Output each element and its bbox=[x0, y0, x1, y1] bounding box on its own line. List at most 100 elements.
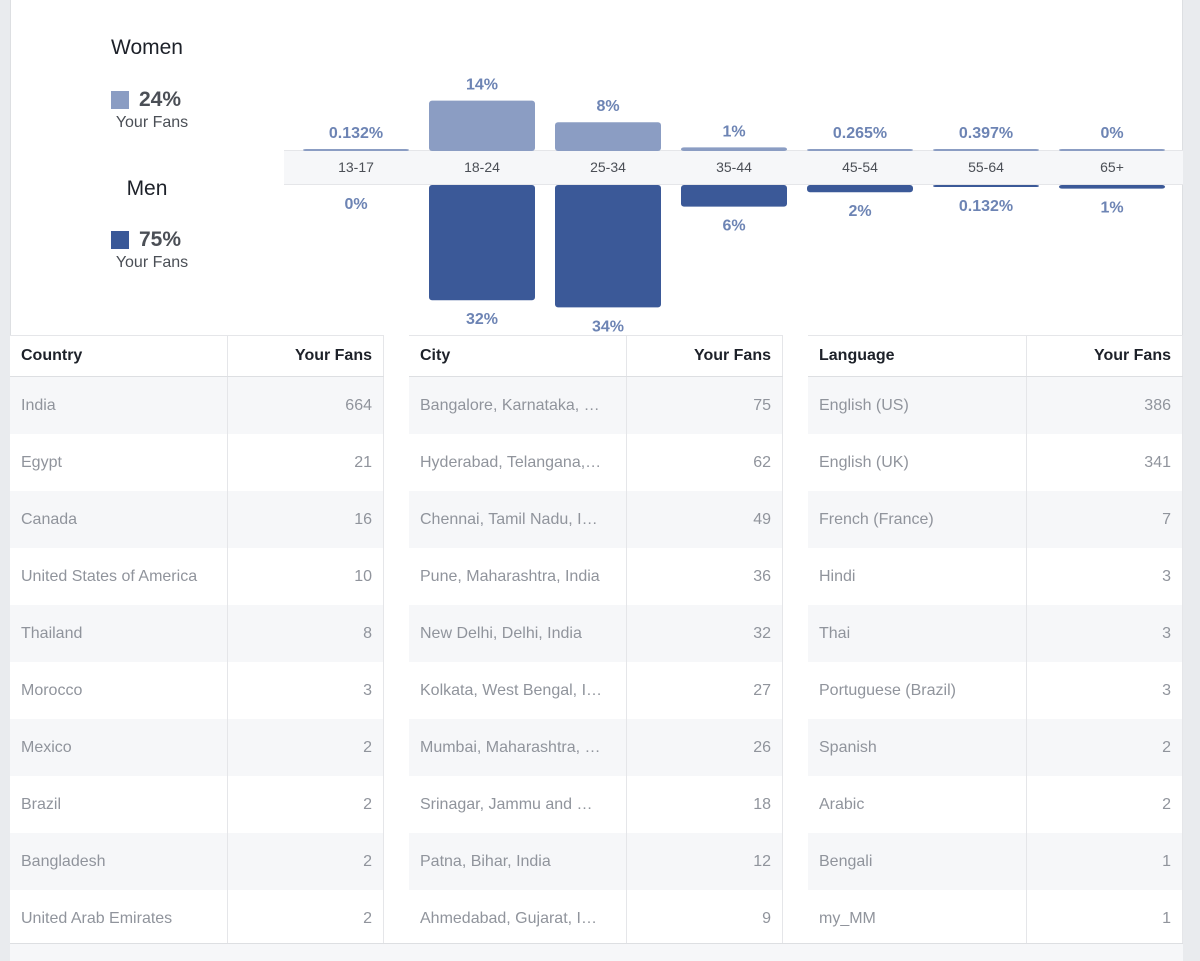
language-name-cell: Arabic bbox=[808, 776, 1027, 833]
country-name-cell: Morocco bbox=[10, 662, 228, 719]
women-bar-label: 0% bbox=[1100, 125, 1123, 142]
language-fans-cell: 3 bbox=[1026, 548, 1183, 605]
men-bar-label: 0% bbox=[344, 196, 367, 213]
men-bar bbox=[933, 185, 1039, 187]
table-row: India 664 bbox=[10, 376, 384, 434]
country-name-cell: Thailand bbox=[10, 605, 228, 662]
legend-women-swatch bbox=[111, 91, 129, 109]
country-fans-cell: 16 bbox=[227, 491, 384, 548]
women-bar-label: 0.265% bbox=[833, 125, 887, 142]
legend-men-swatch bbox=[111, 231, 129, 249]
table-row: Morocco 3 bbox=[10, 662, 384, 719]
women-bar bbox=[555, 122, 661, 151]
table-row: Bengali 1 bbox=[808, 833, 1183, 890]
table-row: Bangalore, Karnataka, … 75 bbox=[409, 376, 783, 434]
city-name-cell: Srinagar, Jammu and … bbox=[409, 776, 627, 833]
country-fans-cell: 8 bbox=[227, 605, 384, 662]
city-fans-cell: 36 bbox=[626, 548, 783, 605]
language-name-cell: English (US) bbox=[808, 376, 1027, 434]
table-row: United States of America 10 bbox=[10, 548, 384, 605]
women-bar-label: 8% bbox=[596, 98, 619, 115]
city-fans-cell: 32 bbox=[626, 605, 783, 662]
language-fans-cell: 1 bbox=[1026, 890, 1183, 948]
table-row: Brazil 2 bbox=[10, 776, 384, 833]
city-fans-cell: 62 bbox=[626, 434, 783, 491]
language-name-cell: my_MM bbox=[808, 890, 1027, 948]
city-name-cell: Patna, Bihar, India bbox=[409, 833, 627, 890]
age-axis-band bbox=[284, 150, 1183, 185]
men-bar-label: 6% bbox=[722, 218, 745, 235]
table-row: English (US) 386 bbox=[808, 376, 1183, 434]
table-row: Pune, Maharashtra, India 36 bbox=[409, 548, 783, 605]
women-bar-label: 1% bbox=[722, 123, 745, 140]
city-name-cell: Kolkata, West Bengal, I… bbox=[409, 662, 627, 719]
city-name-cell: Hyderabad, Telangana,… bbox=[409, 434, 627, 491]
country-name-cell: Bangladesh bbox=[10, 833, 228, 890]
table-row: Egypt 21 bbox=[10, 434, 384, 491]
city-name-cell: Bangalore, Karnataka, … bbox=[409, 376, 627, 434]
legend-women-title: Women bbox=[111, 36, 183, 59]
women-bar bbox=[807, 149, 913, 151]
city-fans-cell: 9 bbox=[626, 890, 783, 948]
men-bar-label: 2% bbox=[848, 203, 871, 220]
city-fans-cell: 12 bbox=[626, 833, 783, 890]
language-fans-cell: 3 bbox=[1026, 662, 1183, 719]
table-header-row: City Your Fans bbox=[409, 335, 783, 377]
country-table: Country Your Fans India 664 Egypt 21 Canada 1… bbox=[10, 335, 384, 948]
city-fans-column-header[interactable]: Your Fans bbox=[626, 335, 783, 377]
country-fans-cell: 2 bbox=[227, 776, 384, 833]
country-column-header[interactable]: Country bbox=[10, 335, 228, 377]
country-fans-column-header[interactable]: Your Fans bbox=[227, 335, 384, 377]
women-bar-label: 14% bbox=[466, 77, 498, 94]
table-row: my_MM 1 bbox=[808, 890, 1183, 948]
women-bar-label: 0.132% bbox=[329, 125, 383, 142]
country-fans-cell: 10 bbox=[227, 548, 384, 605]
city-table: City Your Fans Bangalore, Karnataka, … 75… bbox=[409, 335, 783, 948]
table-row: Thai 3 bbox=[808, 605, 1183, 662]
country-name-cell: Canada bbox=[10, 491, 228, 548]
age-tick-label: 55-64 bbox=[968, 159, 1004, 175]
table-row: English (UK) 341 bbox=[808, 434, 1183, 491]
city-fans-cell: 18 bbox=[626, 776, 783, 833]
men-bar-label: 34% bbox=[592, 318, 624, 335]
country-fans-cell: 2 bbox=[227, 719, 384, 776]
women-bar bbox=[1059, 149, 1165, 151]
table-row: Patna, Bihar, India 12 bbox=[409, 833, 783, 890]
city-name-cell: Chennai, Tamil Nadu, I… bbox=[409, 491, 627, 548]
table-row: Chennai, Tamil Nadu, I… 49 bbox=[409, 491, 783, 548]
women-bar bbox=[303, 149, 409, 151]
table-row: Kolkata, West Bengal, I… 27 bbox=[409, 662, 783, 719]
table-row: Mexico 2 bbox=[10, 719, 384, 776]
language-column-header[interactable]: Language bbox=[808, 335, 1027, 377]
table-row: United Arab Emirates 2 bbox=[10, 890, 384, 948]
country-fans-cell: 2 bbox=[227, 890, 384, 948]
city-name-cell: Mumbai, Maharashtra, … bbox=[409, 719, 627, 776]
language-fans-cell: 1 bbox=[1026, 833, 1183, 890]
table-header-row: Country Your Fans bbox=[10, 335, 384, 377]
table-row: Spanish 2 bbox=[808, 719, 1183, 776]
men-bar-label: 0.132% bbox=[959, 198, 1013, 215]
men-bar bbox=[681, 185, 787, 207]
language-table: Language Your Fans English (US) 386 Englis… bbox=[808, 335, 1183, 948]
men-bar bbox=[807, 185, 913, 193]
city-name-cell: New Delhi, Delhi, India bbox=[409, 605, 627, 662]
men-bar-label: 1% bbox=[1100, 200, 1123, 217]
age-gender-chart: 0.132% 0% 13-17 14% 32% 18-24 8% 34% 25-34 1% 6% 35… bbox=[303, 77, 1165, 335]
age-tick-label: 45-54 bbox=[842, 159, 878, 175]
city-name-cell: Pune, Maharashtra, India bbox=[409, 548, 627, 605]
country-fans-cell: 21 bbox=[227, 434, 384, 491]
age-tick-label: 25-34 bbox=[590, 159, 626, 175]
legend-men-percent: 75% bbox=[111, 228, 181, 252]
table-header-row: Language Your Fans bbox=[808, 335, 1183, 377]
country-fans-cell: 664 bbox=[227, 376, 384, 434]
table-row: Thailand 8 bbox=[10, 605, 384, 662]
legend-men-value: 75% bbox=[139, 228, 182, 251]
table-row: French (France) 7 bbox=[808, 491, 1183, 548]
city-column-header[interactable]: City bbox=[409, 335, 627, 377]
legend-men-subtitle: Your Fans bbox=[115, 254, 189, 271]
age-tick-label: 18-24 bbox=[464, 159, 500, 175]
women-bar bbox=[681, 147, 787, 151]
city-fans-cell: 75 bbox=[626, 376, 783, 434]
language-fans-column-header[interactable]: Your Fans bbox=[1026, 335, 1183, 377]
language-name-cell: English (UK) bbox=[808, 434, 1027, 491]
